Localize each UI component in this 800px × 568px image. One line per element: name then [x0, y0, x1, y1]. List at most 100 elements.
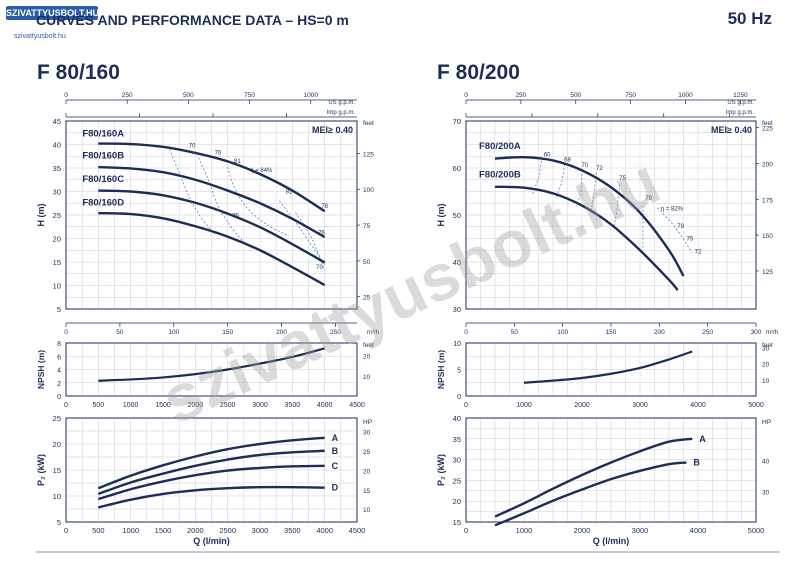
p2-x-tick-label: 3000	[252, 526, 269, 535]
efficiency-iso-line	[657, 207, 693, 253]
page-title: CURVES AND PERFORMANCE DATA – HS=0 m	[36, 12, 349, 28]
m3h-tick-label: 200	[654, 329, 665, 336]
efficiency-label: 70	[582, 163, 589, 169]
f80-200-h-frame	[465, 120, 757, 310]
efficiency-label: 76	[318, 231, 325, 237]
npsh-x-tick-label: 4500	[349, 402, 365, 409]
h-y-tick-label: 30	[453, 305, 461, 314]
h-y-tick-label: 40	[53, 141, 61, 150]
p2-curve-label: D	[332, 483, 339, 493]
m3h-tick-label: 250	[702, 329, 713, 336]
f80-160-q-xlabel: Q (l/min)	[193, 536, 230, 546]
npsh-curve	[523, 350, 693, 384]
p2-y-tick-label: 25	[453, 476, 461, 485]
p2-x-tick-label: 4000	[690, 526, 707, 535]
efficiency-iso-line	[295, 212, 326, 271]
p2-curve-label: A	[699, 434, 706, 444]
us-gpm-tick-label: 1000	[304, 92, 319, 99]
brand-logo[interactable]: SZIVATTYUSBOLT.HU	[6, 6, 99, 20]
p2-x-tick-label: 3000	[632, 526, 649, 535]
efficiency-label: 70	[316, 265, 323, 271]
f80-160-p2-ylabel: P₂ (kW)	[36, 454, 46, 486]
feet-tick-label: 175	[762, 197, 773, 204]
feet-tick-label: 125	[363, 151, 374, 158]
p2-y-tick-label: 35	[453, 435, 461, 444]
hp-tick-label: 25	[363, 449, 371, 456]
efficiency-label: 72	[695, 250, 702, 256]
f80-160-p2-frame	[65, 417, 358, 523]
us-gpm-tick-label: 250	[515, 92, 526, 99]
p2-y-tick-label: 15	[453, 518, 461, 527]
npsh-feet-tick-label: 30	[762, 346, 770, 353]
p2-curve-label: C	[332, 461, 339, 471]
f80-160-hp-unit: HP	[363, 419, 372, 426]
model-title-f80-160: F 80/160	[37, 61, 120, 84]
npsh-x-tick-label: 1500	[155, 402, 171, 409]
m3h-tick-label: 250	[330, 329, 341, 336]
f80-160-npsh-grid	[66, 343, 357, 396]
us-gpm-tick-label: 250	[122, 92, 133, 99]
npsh-feet-tick-label: 10	[762, 378, 770, 385]
npsh-x-tick-label: 0	[464, 402, 468, 409]
efficiency-iso-line	[227, 166, 290, 237]
npsh-x-tick-label: 1000	[123, 402, 139, 409]
h-curve-f80-200a	[494, 155, 685, 277]
f80-200-p2-grid	[466, 418, 756, 522]
f80-200-npsh-grid	[466, 343, 756, 396]
npsh-x-tick-label: 500	[92, 402, 104, 409]
p2-y-tick-label: 5	[57, 518, 61, 527]
p2-y-tick-label: 10	[53, 492, 61, 501]
feet-tick-label: 150	[762, 233, 773, 240]
efficiency-label: 75	[619, 176, 626, 182]
f80-160-p2-grid	[66, 418, 357, 522]
npsh-y-tick-label: 6	[57, 354, 61, 361]
h-y-tick-label: 45	[53, 117, 61, 126]
f80-160-m3h-unit: m³/h	[367, 330, 379, 336]
h-y-tick-label: 50	[453, 211, 461, 220]
efficiency-label: 79	[645, 196, 652, 202]
f80-200-h-feet-unit: feet	[762, 120, 773, 127]
efficiency-label: 75	[687, 236, 694, 242]
p2-curve-label: B	[332, 446, 339, 456]
m3h-tick-label: 150	[606, 329, 617, 336]
m3h-tick-label: 300	[751, 329, 762, 336]
efficiency-label: 76	[232, 213, 239, 219]
us-gpm-tick-label: 750	[625, 92, 636, 99]
p2-x-tick-label: 500	[92, 526, 105, 535]
npsh-x-tick-label: 2000	[188, 402, 204, 409]
npsh-y-tick-label: 8	[57, 341, 61, 348]
h-y-tick-label: 60	[453, 164, 461, 173]
hp-tick-label: 30	[762, 489, 770, 496]
model-title-f80-200: F 80/200	[437, 61, 520, 84]
npsh-y-tick-label: 0	[457, 394, 461, 401]
f80-160-h-feet-unit: feet	[363, 120, 374, 127]
h-curve-label: F80/200B	[479, 169, 521, 180]
h-curve-f80-200b	[494, 185, 679, 291]
f80-160-h-grid	[66, 121, 357, 309]
feet-tick-label: 125	[762, 269, 773, 276]
feet-tick-label: 100	[363, 187, 374, 194]
p2-x-tick-label: 2500	[219, 526, 236, 535]
frequency-label: 50 Hz	[727, 9, 772, 28]
npsh-y-tick-label: 4	[57, 368, 61, 375]
m3h-tick-label: 0	[64, 329, 68, 336]
p2-x-tick-label: 3500	[284, 526, 301, 535]
f80-160-npsh-ylabel: NPSH (m)	[36, 350, 46, 389]
m3h-tick-label: 50	[511, 329, 519, 336]
us-gpm-tick-label: 500	[570, 92, 581, 99]
h-y-tick-label: 20	[53, 235, 61, 244]
h-curve-label: F80/160A	[82, 128, 124, 139]
efficiency-label: 76	[215, 150, 222, 156]
us-gpm-tick-label: 0	[64, 92, 68, 99]
hp-tick-label: 15	[363, 488, 371, 495]
npsh-x-tick-label: 0	[64, 402, 68, 409]
feet-tick-label: 225	[762, 126, 773, 133]
npsh-feet-tick-label: 20	[762, 362, 770, 369]
efficiency-label: 72	[596, 166, 603, 172]
f80-200-hp-unit: HP	[762, 419, 771, 426]
h-curve-label: F80/160B	[82, 150, 124, 161]
efficiency-iso-line	[555, 164, 565, 199]
f80-200-p2-ylabel: P₂ (kW)	[436, 454, 446, 486]
f80-200-npsh-ylabel: NPSH (m)	[436, 350, 446, 389]
